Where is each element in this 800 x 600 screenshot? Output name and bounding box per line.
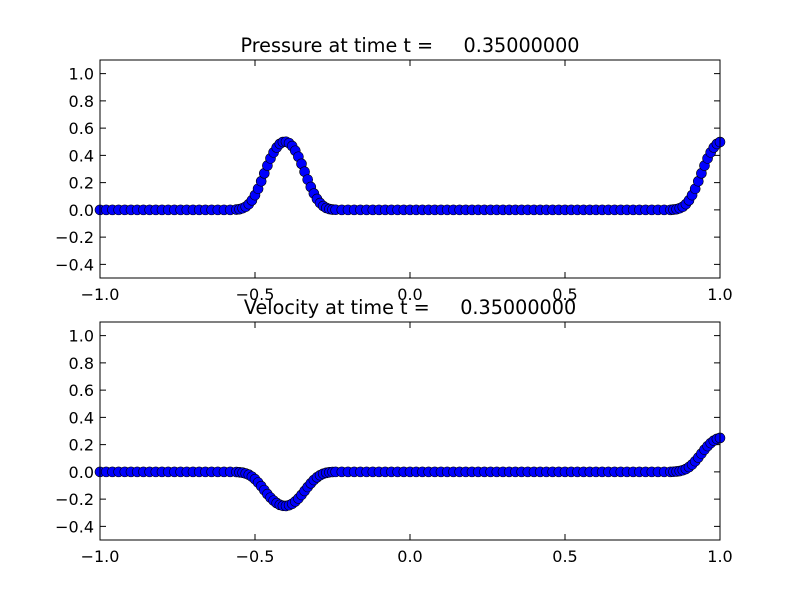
velocity-plot: Velocity at time t = 0.35000000 −1.0 −0.5… [55, 296, 733, 566]
velocity-tick-marks [99, 322, 721, 540]
pressure-x-tick-label: 1.0 [707, 285, 732, 304]
pressure-y-tick-label: 0.2 [69, 174, 94, 193]
velocity-y-tick-labels: −0.4 −0.2 0.0 0.2 0.4 0.6 0.8 1.0 [55, 327, 94, 537]
pressure-x-tick-label: 0.5 [552, 285, 577, 304]
pressure-x-tick-labels: −1.0 −0.5 0.0 0.5 1.0 [81, 285, 733, 304]
velocity-y-tick-label: −0.2 [55, 490, 94, 509]
velocity-y-tick-label: 0.6 [69, 381, 94, 400]
pressure-x-tick-label: −1.0 [81, 285, 120, 304]
pressure-y-tick-label: 0.8 [69, 92, 94, 111]
velocity-y-tick-label: 0.2 [69, 436, 94, 455]
pressure-y-tick-label: −0.4 [55, 255, 94, 274]
pressure-tick-marks [99, 60, 721, 278]
pressure-y-tick-labels: −0.4 −0.2 0.0 0.2 0.4 0.6 0.8 1.0 [55, 65, 94, 275]
pressure-x-tick-label: 0.0 [397, 285, 422, 304]
velocity-x-tick-label: 0.5 [552, 547, 577, 566]
velocity-y-tick-label: −0.4 [55, 517, 94, 536]
pressure-axes-frame [99, 59, 721, 279]
velocity-x-tick-label: −0.5 [236, 547, 275, 566]
velocity-plot-title: Velocity at time t = 0.35000000 [244, 296, 576, 319]
pressure-points [94, 136, 726, 216]
velocity-points [94, 432, 726, 512]
pressure-y-tick-label: 0.6 [69, 119, 94, 138]
pressure-y-tick-label: 0.4 [69, 146, 94, 165]
velocity-y-tick-label: 0.0 [69, 463, 94, 482]
velocity-x-tick-labels: −1.0 −0.5 0.0 0.5 1.0 [81, 547, 733, 566]
pressure-y-tick-label: −0.2 [55, 228, 94, 247]
pressure-x-tick-label: −0.5 [236, 285, 275, 304]
pressure-y-tick-label: 1.0 [69, 65, 94, 84]
velocity-x-tick-label: 1.0 [707, 547, 732, 566]
velocity-x-tick-label: 0.0 [397, 547, 422, 566]
velocity-y-tick-label: 1.0 [69, 327, 94, 346]
pressure-plot: Pressure at time t = 0.35000000 −1.0 −0.5… [55, 34, 733, 304]
velocity-axes-frame [99, 321, 721, 541]
pressure-plot-title: Pressure at time t = 0.35000000 [240, 34, 579, 57]
velocity-y-tick-label: 0.8 [69, 354, 94, 373]
velocity-y-tick-label: 0.4 [69, 408, 94, 427]
velocity-x-tick-label: −1.0 [81, 547, 120, 566]
pressure-y-tick-label: 0.0 [69, 201, 94, 220]
